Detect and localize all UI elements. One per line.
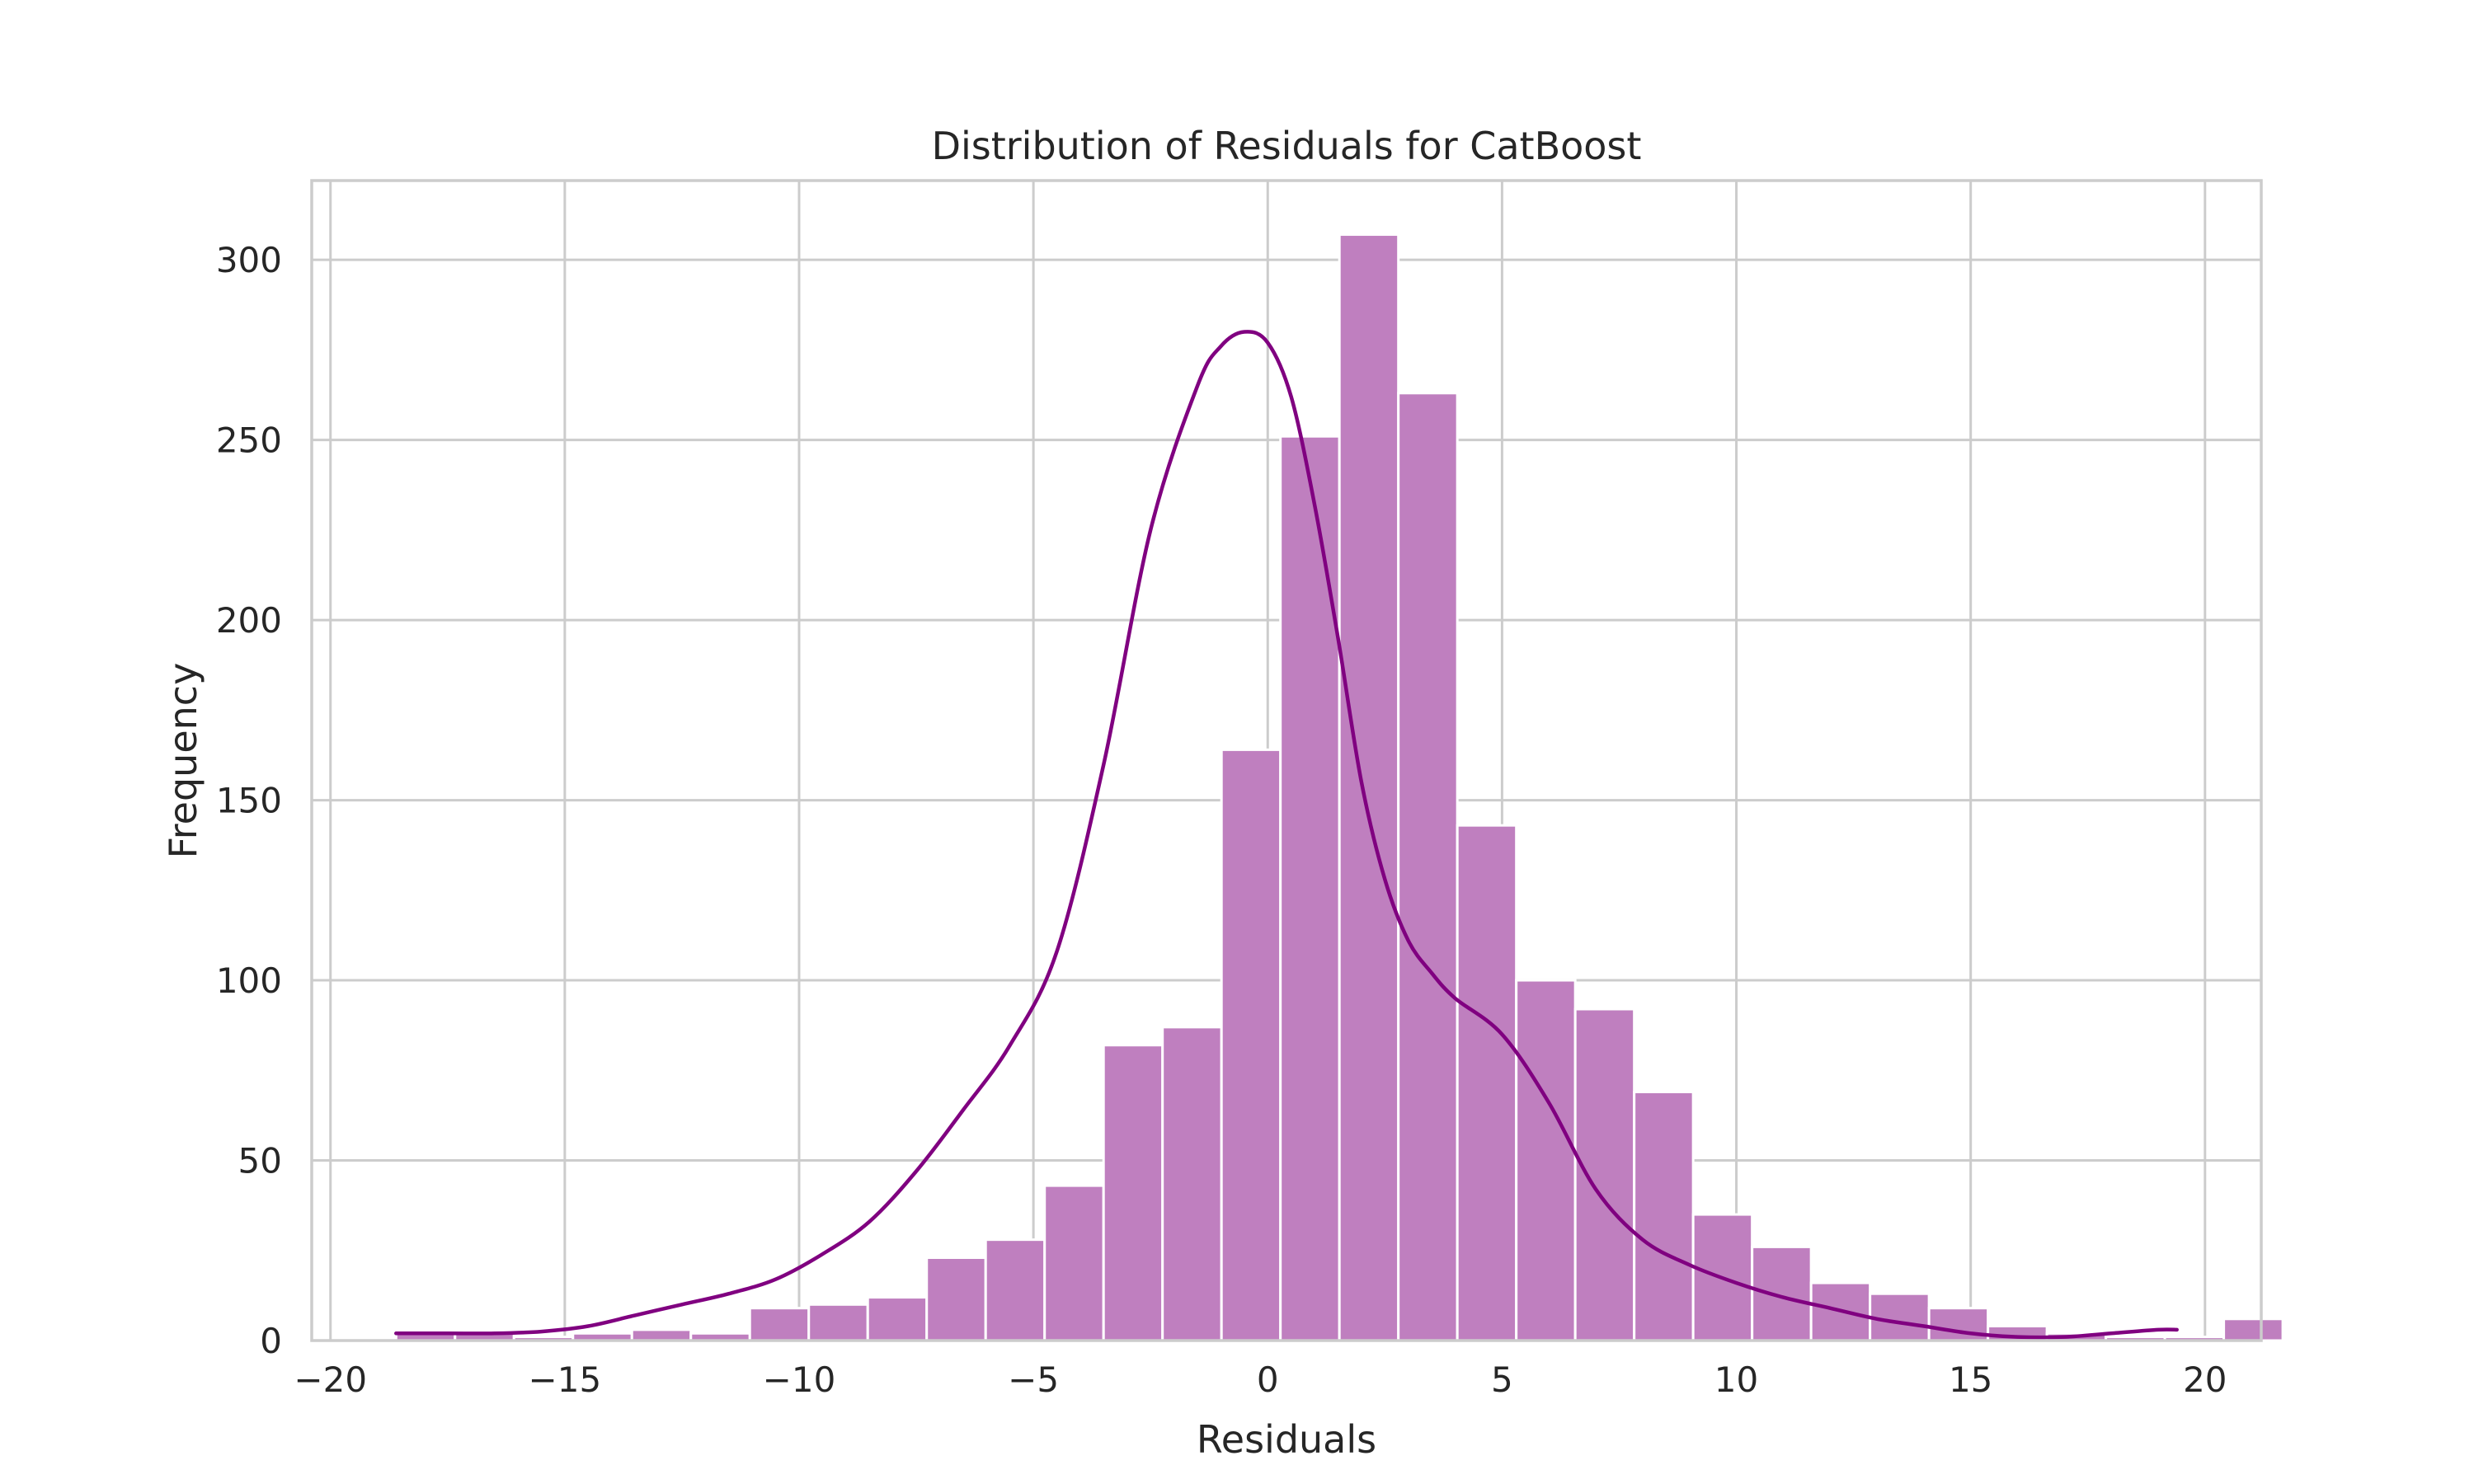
histogram-bar — [984, 1238, 1047, 1342]
y-tick-label: 250 — [216, 420, 282, 461]
histogram-bars — [394, 233, 2284, 1342]
x-tick-label: −5 — [1008, 1360, 1059, 1400]
y-tick-label: 0 — [260, 1321, 282, 1361]
kde-curve-layer — [394, 330, 2179, 1340]
histogram-bar — [1515, 979, 1577, 1342]
y-tick-label: 50 — [238, 1141, 282, 1181]
histogram-bar — [1220, 748, 1282, 1342]
histogram-bar — [748, 1307, 811, 1342]
histogram-bar — [1573, 1007, 1636, 1342]
x-tick-label: 20 — [2183, 1360, 2227, 1400]
histogram-bar — [1751, 1245, 1813, 1342]
y-tick-labels: 0 50 100 150 200 250 300 — [216, 240, 282, 1361]
x-tick-label: 5 — [1491, 1360, 1513, 1400]
x-tick-label: 0 — [1257, 1360, 1279, 1400]
x-axis-label: Residuals — [1197, 1417, 1376, 1462]
histogram-bar — [807, 1303, 869, 1342]
x-tick-label: 10 — [1714, 1360, 1758, 1400]
histogram-bar — [925, 1256, 987, 1342]
histogram-bar — [866, 1296, 929, 1342]
histogram-bar — [630, 1328, 693, 1342]
histogram-bar — [1633, 1091, 1695, 1342]
histogram-bar — [1338, 233, 1400, 1342]
y-tick-label: 200 — [216, 600, 282, 641]
chart-title: Distribution of Residuals for CatBoost — [932, 124, 1642, 168]
histogram-bar — [1397, 392, 1459, 1342]
x-tick-label: −15 — [529, 1360, 602, 1400]
histogram-bar — [2222, 1317, 2284, 1342]
y-tick-label: 150 — [216, 781, 282, 821]
histogram-bar — [1869, 1292, 1931, 1342]
histogram-bar — [1102, 1044, 1164, 1342]
histogram-bar — [1279, 434, 1341, 1342]
x-tick-labels: −20 −15 −10 −5 0 5 10 15 20 — [294, 1360, 2227, 1400]
x-tick-label: −10 — [763, 1360, 836, 1400]
x-tick-label: 15 — [1949, 1360, 1992, 1400]
y-tick-label: 300 — [216, 240, 282, 280]
y-axis-label: Frequency — [161, 663, 205, 859]
plot-frame — [310, 179, 2263, 1342]
histogram-bar — [1456, 824, 1518, 1342]
histogram-bar — [1161, 1026, 1223, 1342]
kde-curve — [394, 330, 2179, 1340]
x-tick-label: −20 — [294, 1360, 367, 1400]
histogram-bar — [1043, 1184, 1105, 1342]
y-tick-label: 100 — [216, 960, 282, 1001]
